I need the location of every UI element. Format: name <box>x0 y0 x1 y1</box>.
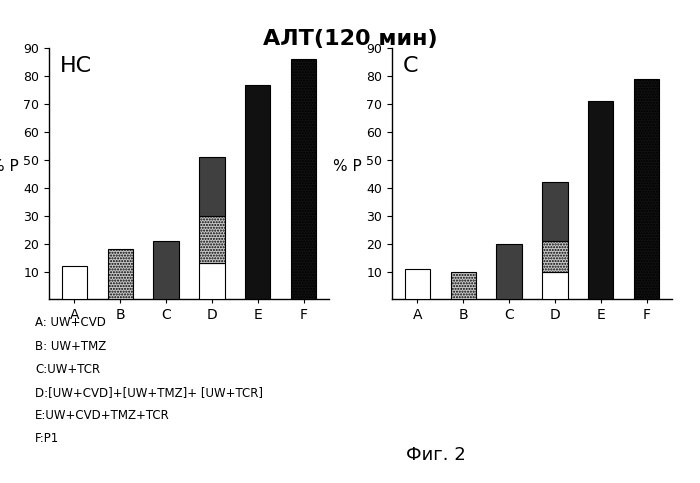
Bar <box>496 243 522 299</box>
Bar <box>108 249 133 299</box>
Bar <box>588 101 613 299</box>
Bar <box>291 59 316 299</box>
Bar <box>62 266 87 299</box>
Bar <box>199 157 225 216</box>
Text: C:UW+TCR: C:UW+TCR <box>35 363 100 376</box>
Bar <box>199 263 225 299</box>
Text: A: UW+CVD: A: UW+CVD <box>35 316 106 329</box>
Text: D:[UW+CVD]+[UW+TMZ]+ [UW+TCR]: D:[UW+CVD]+[UW+TMZ]+ [UW+TCR] <box>35 386 263 399</box>
Text: НС: НС <box>60 56 92 76</box>
Bar <box>245 85 270 299</box>
Bar <box>634 79 659 299</box>
Text: Фиг. 2: Фиг. 2 <box>406 446 466 464</box>
Bar <box>153 241 178 299</box>
Bar <box>405 269 430 299</box>
Bar <box>542 271 568 299</box>
Text: АЛТ(120 мин): АЛТ(120 мин) <box>262 29 438 49</box>
Bar <box>542 241 568 271</box>
Bar <box>542 182 568 241</box>
Bar <box>451 271 476 299</box>
Text: F:P1: F:P1 <box>35 432 60 445</box>
Text: B: UW+TMZ: B: UW+TMZ <box>35 340 106 353</box>
Y-axis label: % P: % P <box>332 159 362 174</box>
Text: E:UW+CVD+TMZ+TCR: E:UW+CVD+TMZ+TCR <box>35 409 169 422</box>
Text: С: С <box>403 56 419 76</box>
Y-axis label: % P: % P <box>0 159 19 174</box>
Bar <box>199 216 225 263</box>
